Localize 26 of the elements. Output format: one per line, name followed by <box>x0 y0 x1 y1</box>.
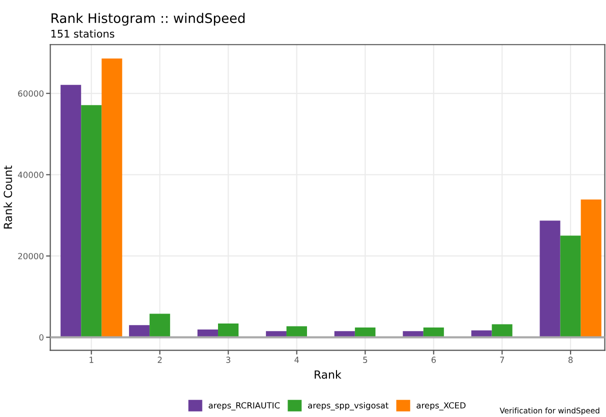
x-tick-label: 8 <box>568 356 573 363</box>
x-tick-label: 1 <box>90 356 94 363</box>
y-tick-label: 20000 <box>18 252 44 260</box>
chart-subtitle: 151 stations <box>51 30 114 38</box>
x-axis-title: Rank <box>314 370 342 379</box>
bar <box>150 314 170 338</box>
x-tick-label: 7 <box>500 356 504 363</box>
x-tick-label: 6 <box>432 356 436 363</box>
y-tick-label: 0 <box>39 334 44 341</box>
bar <box>102 58 122 338</box>
y-axis-title: Rank Count <box>4 166 12 228</box>
y-tick-label: 60000 <box>18 90 44 97</box>
legend-label: areps_spp_vsigosat <box>308 402 388 410</box>
x-tick-label: 5 <box>363 356 368 363</box>
x-tick-label: 2 <box>158 356 162 363</box>
bar <box>81 105 102 338</box>
bar <box>60 84 82 338</box>
bar <box>560 236 581 338</box>
bar <box>540 220 560 338</box>
x-tick-label: 3 <box>226 356 230 363</box>
legend-label: areps_RCRIAUTIC <box>208 402 280 410</box>
y-tick-label: 40000 <box>18 172 44 178</box>
bar <box>580 199 602 338</box>
x-tick-label: 4 <box>294 356 299 363</box>
chart-title: Rank Histogram :: windSpeed <box>52 12 245 26</box>
legend-label: areps_XCED <box>416 402 466 410</box>
